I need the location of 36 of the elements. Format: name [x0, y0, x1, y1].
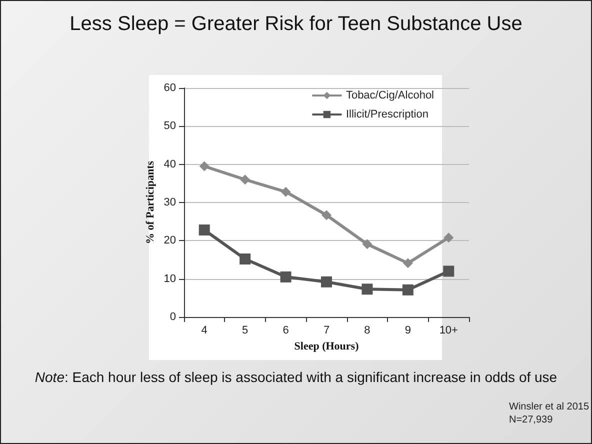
x-tick-label: 7: [323, 324, 330, 336]
y-tick-label: 40: [164, 158, 176, 170]
x-tick-label: 5: [242, 324, 248, 336]
point: [280, 271, 292, 282]
legend-label: Tobac/Cig/Alcohol: [346, 90, 434, 102]
x-axis-title: Sleep (Hours): [294, 340, 360, 352]
point: [199, 161, 210, 172]
point: [321, 276, 332, 288]
x-tick-label: 6: [282, 324, 289, 336]
point: [443, 266, 454, 277]
y-tick-label: 20: [164, 234, 176, 247]
point: [402, 258, 413, 268]
legend-label: Illicit/Prescription: [346, 108, 428, 120]
x-tick-label: 8: [364, 324, 370, 336]
point: [198, 224, 210, 236]
point: [322, 210, 332, 220]
y-tick-label: 30: [164, 196, 176, 208]
point: [240, 174, 250, 185]
y-tick-label: 0: [170, 311, 176, 323]
text: N=27,939: [509, 414, 554, 426]
y-tick-label: 60: [164, 82, 176, 94]
y-tick-label: 10: [164, 272, 176, 285]
point: [362, 239, 372, 250]
y-tick-label: 50: [164, 120, 176, 132]
point: [362, 284, 373, 295]
y-axis-title: % of Participants: [144, 160, 156, 244]
x-tick-label: 4: [201, 324, 208, 336]
point: [444, 232, 454, 243]
text: Winsler et al 2015: [509, 402, 590, 412]
point: [240, 253, 251, 264]
x-tick-label: 10+: [439, 324, 458, 336]
point: [402, 284, 414, 296]
chart-title: Less Sleep = Greater Risk for Teen Substance Use: [70, 13, 522, 35]
text: Note: Each hour less of sleep is associated with a significant increase in odds of use: [34, 369, 558, 385]
x-tick-label: 9: [404, 324, 411, 336]
point: [280, 186, 291, 197]
